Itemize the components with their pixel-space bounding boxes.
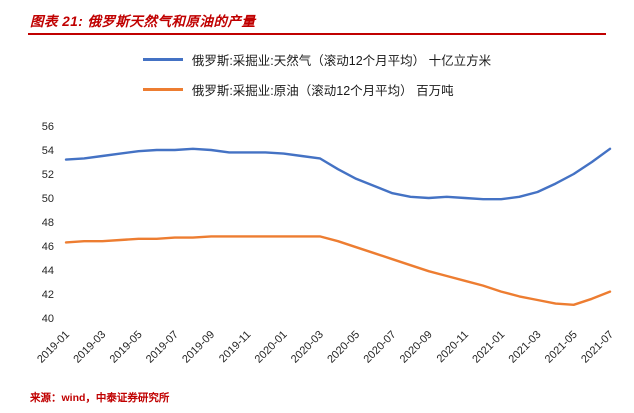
line-series-原油	[64, 235, 612, 306]
y-axis-tick-label: 48	[42, 217, 54, 229]
legend-item-oil: 俄罗斯:采掘业:原油（滚动12个月平均） 百万吨	[142, 80, 491, 99]
x-axis-tick-label: 2020-03	[289, 329, 326, 366]
y-axis-tick-label: 52	[42, 169, 54, 181]
x-axis-tick-label: 2019-07	[144, 329, 181, 366]
y-axis-tick-label: 56	[42, 121, 54, 133]
chart-title: 图表 21: 俄罗斯天然气和原油的产量	[30, 14, 256, 29]
x-axis-tick-label: 2021-01	[470, 329, 507, 366]
title-divider	[28, 33, 606, 35]
source-note: 来源：wind，中泰证券研究所	[30, 392, 170, 404]
y-axis-tick-label: 40	[42, 313, 54, 325]
y-axis-tick-label: 44	[42, 265, 54, 277]
x-axis-tick-label: 2020-09	[398, 329, 435, 366]
gas-line-swatch-icon	[142, 58, 183, 61]
x-axis-tick-label: 2019-01	[35, 329, 72, 366]
y-axis-tick-label: 46	[42, 241, 54, 253]
y-axis-tick-label: 54	[42, 145, 54, 157]
line-series-天然气	[64, 147, 612, 201]
x-axis-tick-label: 2019-03	[71, 329, 108, 366]
x-axis-tick-label: 2019-09	[180, 329, 217, 366]
y-axis-tick-label: 50	[42, 193, 54, 205]
x-axis-tick-label: 2019-05	[108, 329, 145, 366]
legend-label-oil: 俄罗斯:采掘业:原油（滚动12个月平均） 百万吨	[191, 84, 454, 98]
x-axis-tick-label: 2020-11	[435, 329, 471, 365]
y-axis-tick-label: 42	[42, 289, 54, 301]
oil-line-swatch-icon	[142, 88, 183, 91]
x-axis-tick-label: 2019-11	[217, 329, 253, 365]
x-axis-tick-label: 2020-01	[253, 329, 290, 366]
x-axis-tick-label: 2021-05	[543, 329, 580, 366]
legend-label-gas: 俄罗斯:采掘业:天然气（滚动12个月平均） 十亿立方米	[191, 54, 492, 68]
x-axis-tick-label: 2021-03	[507, 329, 544, 366]
x-axis-tick-label: 2021-07	[579, 329, 616, 366]
legend: 俄罗斯:采掘业:天然气（滚动12个月平均） 十亿立方米 俄罗斯:采掘业:原油（滚…	[0, 50, 634, 99]
x-axis-tick-label: 2020-05	[325, 329, 362, 366]
x-axis-tick-label: 2020-07	[361, 329, 398, 366]
legend-item-gas: 俄罗斯:采掘业:天然气（滚动12个月平均） 十亿立方米	[142, 50, 492, 69]
